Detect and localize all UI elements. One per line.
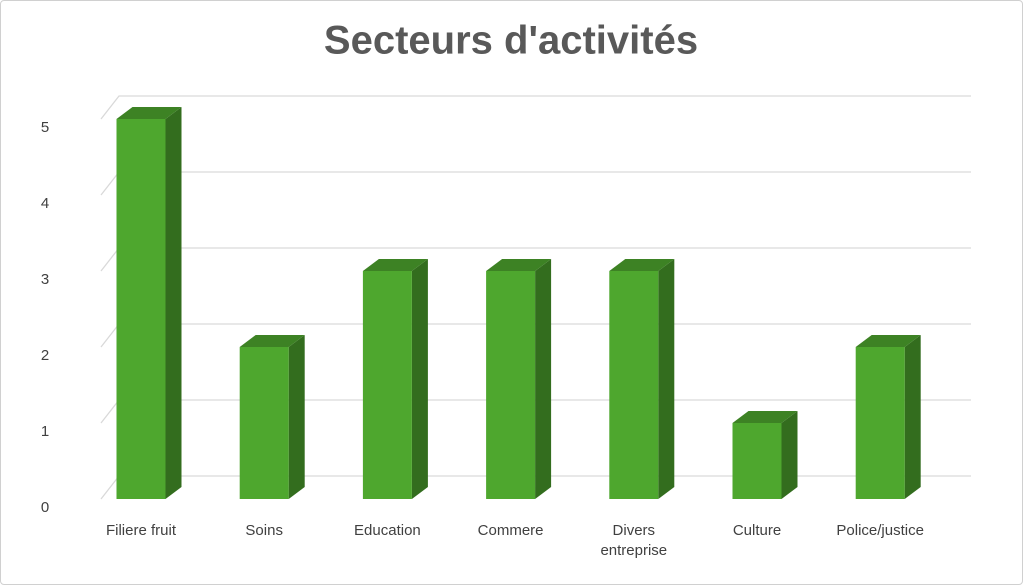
bar-front (609, 271, 659, 499)
bar (732, 411, 798, 499)
bar-top (362, 259, 428, 271)
bar-front (239, 347, 289, 499)
bar-side (411, 259, 428, 499)
x-tick-label: Police/justice (836, 522, 924, 539)
grid-line (100, 95, 971, 120)
x-tick-label: Divers entreprise (600, 522, 668, 559)
x-tick-label: Commere (477, 522, 544, 539)
y-tick-label: 2 (41, 347, 49, 364)
bar-top (239, 335, 305, 347)
bar-top (486, 259, 552, 271)
y-tick-label: 1 (41, 423, 49, 440)
x-tick-label: Education (354, 522, 421, 539)
bar-front (362, 271, 412, 499)
bar-side (535, 259, 552, 499)
bar-top (732, 411, 798, 423)
bar-side (165, 107, 182, 499)
bar-top (116, 107, 182, 119)
bar-side (781, 411, 798, 499)
y-tick-label: 5 (41, 119, 49, 136)
bar-top (855, 335, 921, 347)
bar-side (904, 335, 921, 499)
bar-side (658, 259, 675, 499)
bar-side (288, 335, 305, 499)
y-tick-label: 4 (41, 195, 49, 212)
bar-front (732, 423, 782, 499)
x-tick-label: Filiere fruit (105, 522, 176, 539)
y-tick-label: 3 (41, 271, 49, 288)
bar (239, 335, 305, 499)
x-tick-label: Soins (245, 522, 283, 539)
bar (855, 335, 921, 499)
chart-title: Secteurs d'activités (324, 19, 698, 63)
bar-front (486, 271, 536, 499)
bar-top (609, 259, 675, 271)
bar (362, 259, 428, 499)
bar (116, 107, 182, 499)
bar (486, 259, 552, 499)
grid-line (100, 171, 971, 196)
bar-front (116, 119, 166, 499)
y-tick-label: 0 (41, 499, 49, 516)
bar-front (855, 347, 905, 499)
bar (609, 259, 675, 499)
x-tick-label: Culture (732, 522, 782, 539)
